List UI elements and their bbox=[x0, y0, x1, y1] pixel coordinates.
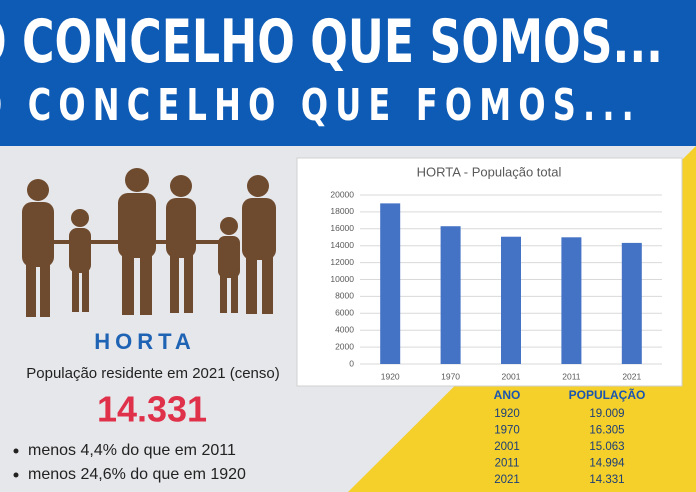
population-figure: 14.331 bbox=[97, 389, 207, 430]
table-cell: 1920 bbox=[494, 408, 520, 420]
bar bbox=[380, 203, 401, 364]
y-tick-label: 10000 bbox=[330, 274, 354, 284]
y-tick-label: 8000 bbox=[335, 291, 354, 301]
table-cell: 1970 bbox=[494, 425, 520, 437]
table-header: ANO bbox=[494, 388, 521, 402]
y-tick-label: 2000 bbox=[335, 341, 354, 351]
chart-title: HORTA - População total bbox=[417, 164, 562, 179]
x-tick-label: 2001 bbox=[502, 371, 521, 381]
x-tick-label: 1920 bbox=[381, 371, 400, 381]
table-cell: 19.009 bbox=[589, 408, 624, 420]
family-silhouette bbox=[22, 168, 276, 317]
place-name: HORTA bbox=[94, 329, 196, 354]
bullet-text: menos 4,4% do que em 2011 bbox=[28, 442, 236, 459]
x-tick-label: 2021 bbox=[622, 371, 641, 381]
bullet-dot bbox=[13, 472, 19, 478]
bar bbox=[440, 226, 461, 364]
y-tick-label: 14000 bbox=[330, 240, 354, 250]
y-tick-label: 16000 bbox=[330, 223, 354, 233]
y-tick-label: 18000 bbox=[330, 206, 354, 216]
y-tick-label: 6000 bbox=[335, 308, 354, 318]
bar bbox=[501, 236, 521, 364]
table-cell: 16.305 bbox=[589, 425, 624, 437]
table-cell: 2021 bbox=[494, 474, 520, 486]
y-tick-label: 0 bbox=[349, 358, 354, 368]
y-tick-label: 12000 bbox=[330, 257, 354, 267]
x-tick-label: 2011 bbox=[562, 371, 581, 381]
table-cell: 14.994 bbox=[589, 458, 625, 470]
bullet-text: menos 24,6% do que em 1920 bbox=[28, 466, 246, 483]
table-header: POPULAÇÃO bbox=[569, 387, 646, 402]
x-tick-label: 1970 bbox=[441, 371, 460, 381]
table-cell: 2011 bbox=[495, 458, 520, 470]
headline: O CONCELHO QUE SOMOS... bbox=[0, 8, 663, 77]
table-cell: 14.331 bbox=[589, 474, 624, 486]
headline: O CONCELHO QUE FOMOS... bbox=[0, 80, 641, 131]
y-tick-label: 20000 bbox=[330, 189, 354, 199]
bar bbox=[621, 242, 642, 364]
bullet-dot bbox=[13, 448, 19, 454]
table-cell: 15.063 bbox=[589, 441, 624, 453]
bar bbox=[561, 237, 582, 364]
banner bbox=[0, 0, 696, 146]
chart-panel bbox=[296, 157, 683, 387]
y-tick-label: 4000 bbox=[335, 324, 354, 334]
table-cell: 2001 bbox=[494, 441, 520, 453]
subtitle: População residente em 2021 (censo) bbox=[26, 365, 280, 382]
